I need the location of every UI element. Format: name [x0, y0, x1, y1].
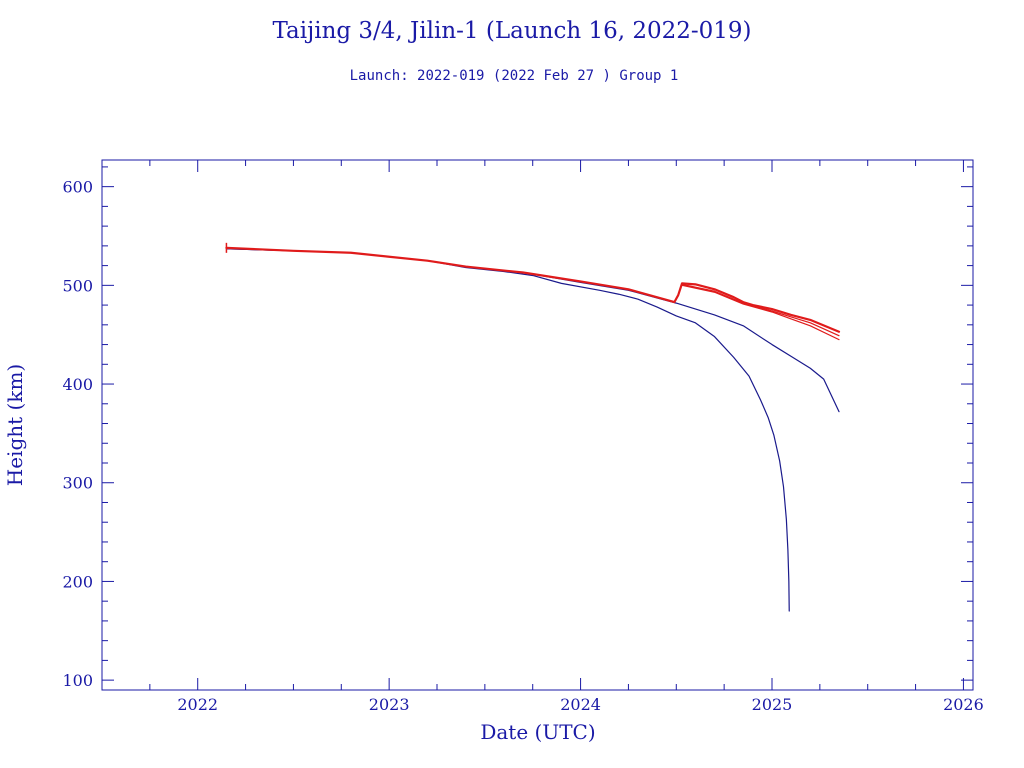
y-tick-label: 600 [62, 178, 93, 197]
plot-frame [101, 159, 974, 691]
y-tick-label: 200 [62, 572, 93, 591]
chart-title: Taijing 3/4, Jilin-1 (Launch 16, 2022-01… [272, 18, 751, 44]
series-lines [225, 242, 841, 612]
x-tick-label: 2026 [943, 695, 984, 714]
y-tick-label: 300 [62, 474, 93, 493]
height-series-red-1 [225, 246, 841, 333]
y-tick-label: 100 [62, 671, 93, 690]
chart-subtitle: Launch: 2022-019 (2022 Feb 27 ) Group 1 [350, 68, 679, 84]
height-series-blue-1 [225, 248, 790, 612]
x-tick-labels: 2022 2023 2024 2025 2026 [177, 695, 983, 714]
y-tick-label: 500 [62, 276, 93, 295]
y-tick-labels: 100 200 300 400 500 600 [62, 178, 93, 690]
y-axis-label: Height (km) [3, 364, 27, 486]
x-tick-label: 2022 [177, 695, 218, 714]
x-axis-label: Date (UTC) [480, 720, 595, 744]
height-series-red-3 [681, 284, 840, 341]
x-tick-label: 2025 [752, 695, 793, 714]
axis-ticks [101, 160, 973, 690]
y-tick-label: 400 [62, 375, 93, 394]
x-tick-label: 2023 [369, 695, 410, 714]
x-tick-label: 2024 [560, 695, 601, 714]
height-series-red-2 [681, 283, 840, 337]
